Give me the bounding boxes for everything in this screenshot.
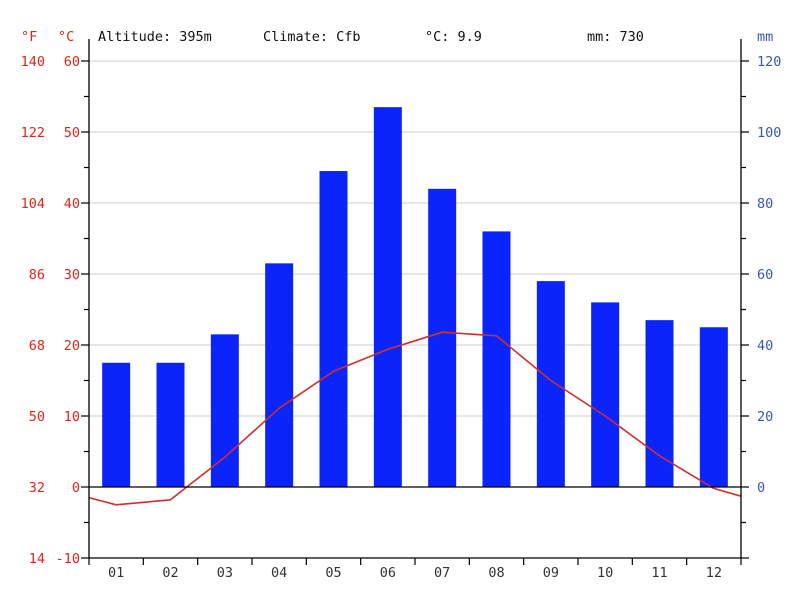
y-axis-label-fahrenheit: 68 — [29, 338, 45, 354]
y-axis-label-mm: 20 — [757, 409, 773, 425]
altitude-label: Altitude: 395m — [98, 29, 212, 45]
x-axis-label-month: 05 — [325, 565, 341, 581]
y-axis-label-mm: 100 — [757, 125, 781, 141]
precip-bar-05 — [319, 171, 348, 488]
precip-bar-08 — [482, 231, 511, 487]
gridlines-layer — [89, 60, 741, 417]
y-axis-label-mm: 40 — [757, 338, 773, 354]
y-axis-label-celsius: 20 — [64, 338, 80, 354]
precip-bar-03 — [210, 334, 239, 487]
x-axis-label-month: 06 — [380, 565, 396, 581]
y-axis-label-celsius: 40 — [64, 196, 80, 212]
y-axis-label-fahrenheit: 86 — [29, 267, 45, 283]
annual-precipitation-label: mm: 730 — [587, 29, 644, 45]
x-axis-label-month: 01 — [108, 565, 124, 581]
mean-temperature-label: °C: 9.9 — [425, 29, 482, 45]
y-axis-label-mm: 0 — [757, 480, 765, 496]
precip-bar-11 — [645, 320, 674, 487]
y-axis-label-mm: 120 — [757, 54, 781, 70]
x-axis-label-month: 03 — [217, 565, 233, 581]
y-axis-label-mm: 60 — [757, 267, 773, 283]
precip-bar-04 — [265, 263, 294, 487]
climate-label: Climate: Cfb — [263, 29, 361, 45]
left-axis-unit-fahrenheit: °F — [21, 29, 37, 45]
x-axis-label-month: 07 — [434, 565, 450, 581]
x-axis-label-month: 02 — [162, 565, 178, 581]
y-axis-label-fahrenheit: 50 — [29, 409, 45, 425]
y-axis-label-fahrenheit: 14 — [29, 551, 45, 567]
month-labels: 01 02 03 04 05 06 07 08 09 10 11 12 — [108, 565, 722, 581]
temperature-curve — [88, 331, 742, 506]
temperature-line — [88, 331, 742, 506]
x-axis-label-month: 10 — [597, 565, 613, 581]
precip-bar-01 — [102, 362, 131, 487]
y-axis-label-celsius: -10 — [56, 551, 80, 567]
precip-bar-09 — [536, 281, 565, 487]
precip-bar-07 — [428, 188, 457, 488]
x-axis-label-month: 11 — [651, 565, 667, 581]
precipitation-bars — [102, 107, 728, 488]
precip-bar-12 — [699, 327, 728, 487]
y-axis-label-fahrenheit: 140 — [21, 54, 45, 70]
y-axis-label-celsius: 30 — [64, 267, 80, 283]
precip-bar-06 — [373, 107, 402, 488]
left-axis-unit-celsius: °C — [58, 29, 74, 45]
y-axis-label-celsius: 10 — [64, 409, 80, 425]
y-axis-label-celsius: 0 — [72, 480, 80, 496]
x-axis-label-month: 04 — [271, 565, 287, 581]
y-axis-label-celsius: 50 — [64, 125, 80, 141]
x-axis-label-month: 09 — [543, 565, 559, 581]
x-axis-label-month: 12 — [706, 565, 722, 581]
y-axis-label-celsius: 60 — [64, 54, 80, 70]
axis-tick-labels: 140 60 122 50 104 40 86 30 68 20 50 10 32 0 14 -10 120 10… — [21, 54, 782, 567]
y-axis-label-mm: 80 — [757, 196, 773, 212]
right-axis-unit-mm: mm — [757, 29, 773, 45]
precip-bar-02 — [156, 362, 185, 487]
x-axis-label-month: 08 — [488, 565, 504, 581]
y-axis-label-fahrenheit: 104 — [21, 196, 45, 212]
y-axis-label-fahrenheit: 32 — [29, 480, 45, 496]
y-axis-label-fahrenheit: 122 — [21, 125, 45, 141]
precip-bar-10 — [591, 302, 620, 487]
axes-layer — [81, 39, 749, 565]
